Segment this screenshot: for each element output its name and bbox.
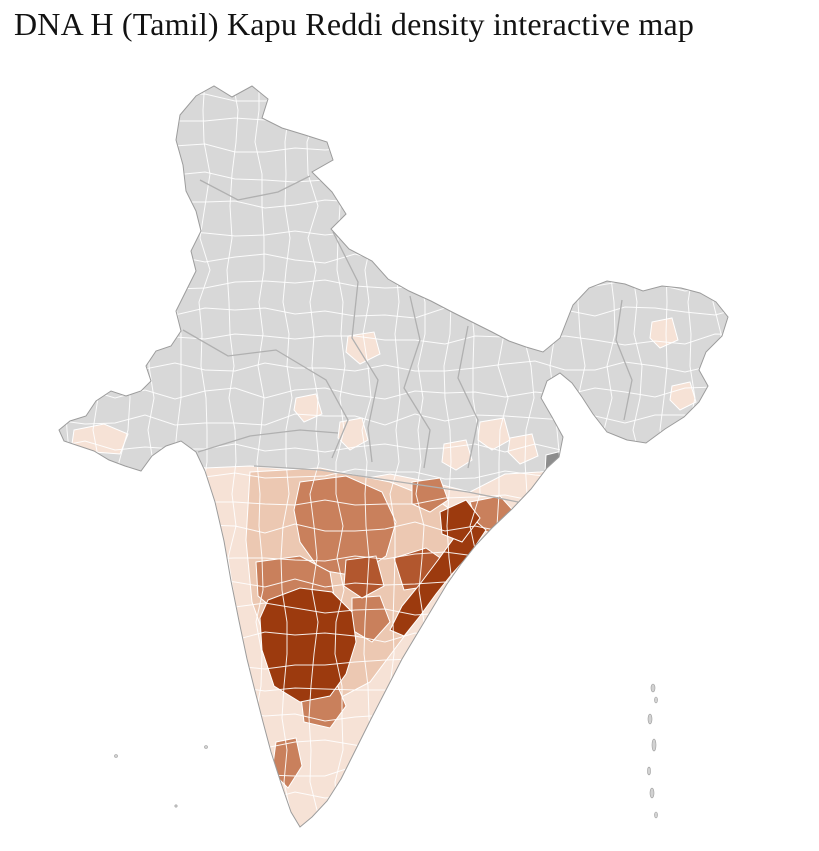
district-cluster-scattered-cell-4[interactable] <box>507 433 539 465</box>
india-landmass <box>59 86 728 827</box>
district-cluster-south-central-core[interactable] <box>259 587 357 703</box>
andaman-islands <box>647 683 658 819</box>
page-title: DNA H (Tamil) Kapu Reddi density interac… <box>14 6 695 42</box>
district-cluster-northeast-deccan-cell[interactable] <box>411 477 449 513</box>
district-cluster-scattered-cell-1[interactable] <box>345 331 381 365</box>
district-cluster-scattered-cell-northeast-1[interactable] <box>649 317 679 349</box>
district-cluster-central-high[interactable] <box>343 555 385 599</box>
district-cluster-scattered-cell-northeast-2[interactable] <box>669 381 697 411</box>
no-data-districts-base <box>59 86 728 827</box>
india-outline <box>58 85 729 828</box>
small-islands <box>114 745 208 808</box>
state-borders <box>182 175 633 503</box>
